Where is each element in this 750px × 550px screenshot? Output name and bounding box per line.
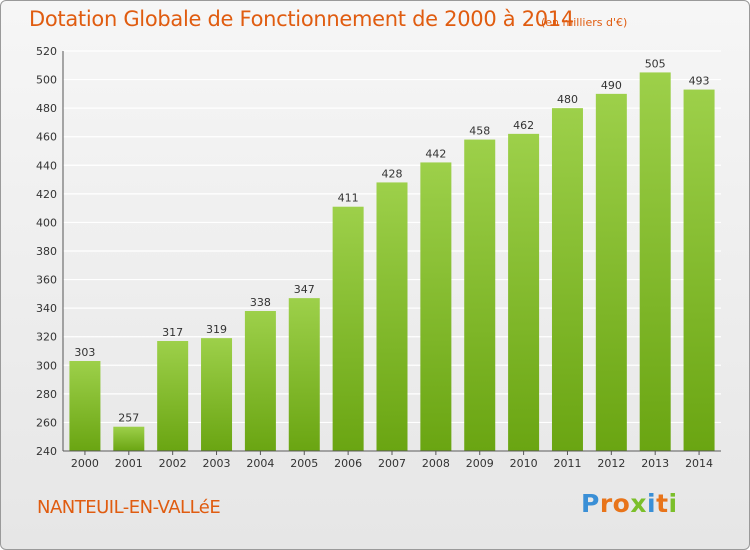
y-tick-label: 400: [36, 216, 57, 229]
data-label-2000: 303: [74, 346, 95, 359]
data-label-2002: 317: [162, 326, 183, 339]
bar-2007: [376, 182, 408, 451]
y-tick-label: 360: [36, 274, 57, 287]
data-label-2005: 347: [294, 283, 315, 296]
x-tick-labels: 2000 2001 2002 2003 2004 2005 2006 2007 2008 2009…: [71, 451, 713, 470]
data-label-2004: 338: [250, 296, 271, 309]
data-label-2012: 490: [601, 79, 622, 92]
commune-name: NANTEUIL-EN-VALLéE: [37, 497, 221, 518]
bar-2006: [332, 206, 364, 451]
chart-title: Dotation Globale de Fonctionnement de 20…: [29, 7, 574, 31]
proxiti-logo[interactable]: Proxiti: [581, 489, 678, 518]
y-tick-label: 500: [36, 74, 57, 87]
bar-2009: [464, 139, 496, 452]
x-tick-label-2002: 2002: [159, 457, 187, 470]
data-label-2008: 442: [425, 147, 446, 160]
y-tick-label: 280: [36, 388, 57, 401]
data-label-2014: 493: [689, 75, 710, 88]
logo-letter: i: [668, 489, 678, 518]
data-labels: 303 257 317 319 338 347 411 428 442 458 462 480 490 5…: [74, 57, 709, 424]
data-label-2007: 428: [382, 167, 403, 180]
x-tick-label-2000: 2000: [71, 457, 99, 470]
x-tick-label-2007: 2007: [378, 457, 406, 470]
x-tick-label-2011: 2011: [553, 457, 581, 470]
y-tick-label: 260: [36, 416, 57, 429]
logo-letter: t: [656, 489, 669, 518]
y-tick-label: 440: [36, 159, 57, 172]
bars-group: [69, 72, 715, 452]
x-tick-label-2008: 2008: [422, 457, 450, 470]
logo-letter: x: [630, 489, 647, 518]
bar-2003: [201, 338, 233, 451]
data-label-2001: 257: [118, 412, 139, 425]
x-tick-label-2009: 2009: [466, 457, 494, 470]
x-tick-label-2010: 2010: [510, 457, 538, 470]
bar-2004: [244, 311, 276, 451]
x-tick-label-2014: 2014: [685, 457, 713, 470]
data-label-2009: 458: [469, 125, 490, 138]
bar-2001: [113, 426, 145, 451]
y-tick-label: 340: [36, 302, 57, 315]
x-tick-label-2004: 2004: [246, 457, 274, 470]
y-tick-label: 520: [36, 45, 57, 58]
bar-2008: [420, 162, 452, 451]
y-tick-label: 320: [36, 331, 57, 344]
logo-letter: i: [647, 489, 657, 518]
x-tick-label-2001: 2001: [115, 457, 143, 470]
logo-letter: o: [612, 489, 631, 518]
y-tick-label: 480: [36, 102, 57, 115]
data-label-2006: 411: [338, 192, 359, 205]
logo-letter: P: [581, 489, 600, 518]
y-tick-label: 240: [36, 445, 57, 458]
logo-letter: r: [599, 489, 613, 518]
bar-2005: [288, 298, 320, 451]
data-label-2003: 319: [206, 323, 227, 336]
x-tick-label-2003: 2003: [203, 457, 231, 470]
bar-2011: [551, 108, 583, 452]
x-tick-label-2006: 2006: [334, 457, 362, 470]
y-tick-label: 460: [36, 131, 57, 144]
bar-2000: [69, 361, 101, 451]
bar-2002: [157, 341, 189, 451]
x-tick-label-2013: 2013: [641, 457, 669, 470]
bar-2013: [639, 72, 671, 451]
y-tick-label: 380: [36, 245, 57, 258]
data-label-2011: 480: [557, 93, 578, 106]
bar-2012: [595, 93, 627, 451]
x-tick-label-2005: 2005: [290, 457, 318, 470]
y-tick-labels: 240 260 280 300 320 340 360 380 400 420 440 460 480 5…: [36, 45, 57, 458]
bar-2010: [508, 133, 540, 451]
y-tick-label: 300: [36, 359, 57, 372]
data-label-2010: 462: [513, 119, 534, 132]
chart-subtitle: (en milliers d'€): [541, 16, 628, 29]
x-tick-label-2012: 2012: [597, 457, 625, 470]
data-label-2013: 505: [645, 57, 666, 70]
y-tick-label: 420: [36, 188, 57, 201]
bar-2014: [683, 89, 715, 452]
